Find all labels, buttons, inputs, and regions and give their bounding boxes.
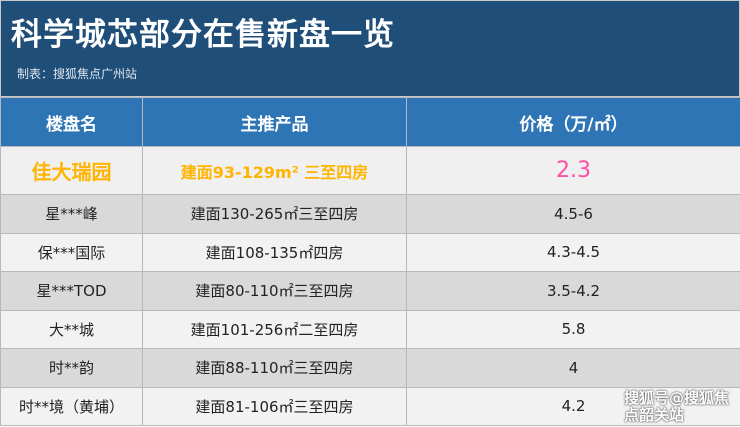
table-row: 保***国际 建面108-135㎡四房 4.3-4.5 <box>0 232 740 272</box>
product: 建面80-110㎡三至四房 <box>142 271 407 311</box>
table-header: 楼盘名 主推产品 价格（万/㎡） <box>0 97 740 147</box>
project-name: 保***国际 <box>0 232 143 272</box>
project-name: 大**城 <box>0 309 143 349</box>
listings-table: 楼盘名 主推产品 价格（万/㎡） 佳大瑞园 建面93-129m² 三至四房 2.… <box>0 97 740 426</box>
price: 4.3-4.5 <box>406 232 740 272</box>
product: 建面88-110㎡三至四房 <box>142 348 407 388</box>
subtitle: 制表：搜狐焦点广州站 <box>17 67 138 81</box>
price: 5.8 <box>406 309 740 349</box>
header-name: 楼盘名 <box>0 97 143 147</box>
project-name: 星***峰 <box>0 194 143 234</box>
project-name: 佳大瑞园 <box>0 146 143 195</box>
product: 建面130-265㎡三至四房 <box>142 194 407 234</box>
project-name: 星***TOD <box>0 271 143 311</box>
header-product: 主推产品 <box>142 97 407 147</box>
price: 3.5-4.2 <box>406 271 740 311</box>
price: 4.5-6 <box>406 194 740 234</box>
project-name: 时**韵 <box>0 348 143 388</box>
product: 建面101-256㎡二至四房 <box>142 309 407 349</box>
table-row: 时**韵 建面88-110㎡三至四房 4 <box>0 348 740 388</box>
page-title: 科学城芯部分在售新盘一览 <box>11 17 395 53</box>
header-price: 价格（万/㎡） <box>406 97 740 147</box>
title-banner: 科学城芯部分在售新盘一览 制表：搜狐焦点广州站 <box>0 0 740 97</box>
product: 建面81-106㎡三至四房 <box>142 386 407 426</box>
product: 建面108-135㎡四房 <box>142 232 407 272</box>
table-row: 时**境（黄埔） 建面81-106㎡三至四房 4.2 <box>0 386 740 426</box>
table-row: 星***TOD 建面80-110㎡三至四房 3.5-4.2 <box>0 271 740 311</box>
table-row: 星***峰 建面130-265㎡三至四房 4.5-6 <box>0 194 740 234</box>
price: 2.3 <box>406 146 740 195</box>
price: 4 <box>406 348 740 388</box>
watermark: 搜狐号@搜狐焦点韶关站 <box>624 389 730 424</box>
table-row: 佳大瑞园 建面93-129m² 三至四房 2.3 <box>0 146 740 195</box>
price: 4.2 <box>406 386 740 426</box>
table-row: 大**城 建面101-256㎡二至四房 5.8 <box>0 309 740 349</box>
product: 建面93-129m² 三至四房 <box>142 146 407 195</box>
project-name: 时**境（黄埔） <box>0 386 143 426</box>
